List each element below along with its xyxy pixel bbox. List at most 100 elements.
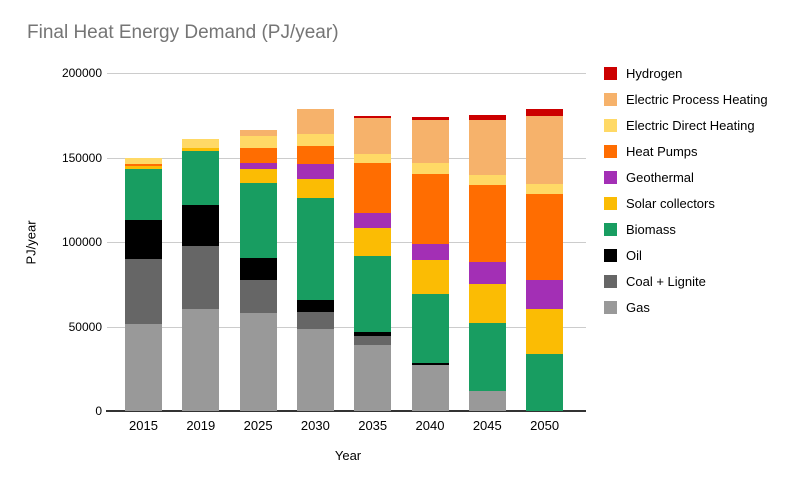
bar-segment-solar-collectors-2019 bbox=[182, 148, 220, 151]
bar-segment-electric-process-heating-2045 bbox=[468, 120, 506, 176]
bar-segment-biomass-2050 bbox=[526, 353, 564, 411]
bar-2030 bbox=[296, 109, 334, 411]
legend-label-coal-lignite: Coal + Lignite bbox=[626, 273, 706, 289]
bar-segment-oil-2035 bbox=[354, 331, 392, 336]
legend-label-solar-collectors: Solar collectors bbox=[626, 195, 715, 211]
legend-swatch-hydrogen bbox=[604, 66, 617, 80]
bar-segment-electric-direct-heating-2030 bbox=[296, 133, 334, 146]
bar-segment-biomass-2030 bbox=[296, 198, 334, 301]
bar-segment-heat-pumps-2035 bbox=[354, 163, 392, 214]
x-tick-label-2040: 2040 bbox=[415, 418, 445, 433]
bar-segment-biomass-2025 bbox=[239, 182, 277, 259]
legend-label-biomass: Biomass bbox=[626, 221, 676, 237]
bar-segment-coal-lignite-2015 bbox=[125, 258, 162, 324]
bar-segment-oil-2030 bbox=[296, 300, 334, 313]
legend-item-electric-process-heating: Electric Process Heating bbox=[604, 86, 768, 112]
bar-segment-hydrogen-2050 bbox=[526, 108, 564, 117]
bar-segment-solar-collectors-2040 bbox=[411, 259, 449, 294]
legend-label-geothermal: Geothermal bbox=[626, 169, 694, 185]
y-gridline-50000 bbox=[107, 326, 586, 328]
y-tick-label-0: 0 bbox=[95, 404, 102, 418]
bar-segment-biomass-2040 bbox=[411, 293, 449, 363]
bar-segment-geothermal-2050 bbox=[526, 280, 564, 309]
y-tick-label-150000: 150000 bbox=[61, 150, 102, 165]
legend-swatch-gas bbox=[604, 300, 617, 314]
bar-segment-oil-2025 bbox=[239, 258, 277, 281]
legend-item-biomass: Biomass bbox=[604, 216, 768, 242]
bar-segment-solar-collectors-2035 bbox=[354, 227, 392, 257]
bar-segment-coal-lignite-2025 bbox=[239, 280, 277, 313]
x-tick-label-2050: 2050 bbox=[530, 418, 560, 433]
bar-segment-electric-direct-heating-2050 bbox=[526, 183, 564, 194]
legend-label-oil: Oil bbox=[626, 247, 642, 263]
legend-label-hydrogen: Hydrogen bbox=[626, 65, 683, 81]
plot-area: 0 50000 100000 150000 200000 2015 2019 2025 2030… bbox=[62, 66, 586, 433]
bar-segment-heat-pumps-2025 bbox=[239, 148, 277, 164]
bar-segment-hydrogen-2045 bbox=[468, 115, 506, 121]
bar-segment-gas-2025 bbox=[239, 312, 277, 411]
bar-segment-electric-direct-heating-2035 bbox=[354, 154, 392, 164]
legend-swatch-electric-direct-heating bbox=[604, 118, 617, 132]
bar-segment-electric-process-heating-2035 bbox=[354, 117, 392, 155]
legend-item-solar-collectors: Solar collectors bbox=[604, 190, 768, 216]
bar-segment-oil-2019 bbox=[182, 204, 220, 247]
x-tick-label-2045: 2045 bbox=[472, 418, 502, 433]
legend-item-gas: Gas bbox=[604, 294, 768, 320]
bar-2015 bbox=[125, 158, 162, 411]
bar-segment-gas-2015 bbox=[125, 323, 162, 411]
bar-segment-geothermal-2025 bbox=[239, 163, 277, 170]
bar-segment-geothermal-2045 bbox=[468, 262, 506, 285]
bar-segment-electric-process-heating-2050 bbox=[526, 116, 564, 184]
legend-item-coal-lignite: Coal + Lignite bbox=[604, 268, 768, 294]
bar-segment-biomass-2035 bbox=[354, 256, 392, 332]
y-tick-label-50000: 50000 bbox=[68, 319, 102, 334]
bar-segment-electric-process-heating-2040 bbox=[411, 119, 449, 164]
legend-swatch-electric-process-heating bbox=[604, 92, 617, 106]
bar-segment-hydrogen-2040 bbox=[411, 116, 449, 120]
bar-segment-geothermal-2040 bbox=[411, 243, 449, 260]
bar-segment-electric-direct-heating-2025 bbox=[239, 136, 277, 149]
bar-segment-gas-2030 bbox=[296, 329, 334, 411]
legend-item-electric-direct-heating: Electric Direct Heating bbox=[604, 112, 768, 138]
legend-swatch-heat-pumps bbox=[604, 144, 617, 158]
chart-title: Final Heat Energy Demand (PJ/year) bbox=[27, 22, 339, 43]
y-axis-title: PJ/year bbox=[23, 220, 39, 265]
x-tick-label-2019: 2019 bbox=[186, 418, 216, 433]
bar-segment-biomass-2019 bbox=[182, 150, 220, 205]
legend-item-heat-pumps: Heat Pumps bbox=[604, 138, 768, 164]
bar-segment-electric-direct-heating-2015 bbox=[125, 158, 162, 165]
bar-segment-biomass-2015 bbox=[125, 168, 162, 221]
bar-2019 bbox=[182, 138, 220, 411]
bar-segment-gas-2035 bbox=[354, 345, 392, 411]
x-axis-title: Year bbox=[334, 448, 362, 463]
y-gridline-200000 bbox=[107, 73, 586, 74]
y-gridline-100000 bbox=[107, 242, 586, 243]
legend-item-geothermal: Geothermal bbox=[604, 164, 768, 190]
legend: Hydrogen Electric Process Heating Electric… bbox=[604, 60, 768, 320]
bar-segment-coal-lignite-2019 bbox=[182, 246, 220, 309]
bar-segment-electric-direct-heating-2045 bbox=[468, 175, 506, 186]
legend-item-oil: Oil bbox=[604, 242, 768, 268]
bar-segment-solar-collectors-2045 bbox=[468, 284, 506, 324]
y-tick-label-100000: 100000 bbox=[61, 235, 102, 249]
bar-segment-gas-2045 bbox=[468, 390, 506, 411]
x-axis-line bbox=[106, 410, 586, 412]
legend-swatch-geothermal bbox=[604, 170, 617, 184]
bar-segment-heat-pumps-2030 bbox=[296, 145, 334, 165]
bar-segment-geothermal-2030 bbox=[296, 164, 334, 179]
bar-segment-heat-pumps-2040 bbox=[411, 174, 449, 244]
bar-segment-coal-lignite-2035 bbox=[354, 335, 392, 346]
bar-2045 bbox=[468, 115, 506, 411]
bar-segment-gas-2040 bbox=[411, 365, 449, 411]
y-tick-label-200000: 200000 bbox=[61, 66, 102, 80]
bar-segment-biomass-2045 bbox=[468, 323, 506, 391]
y-gridline-150000 bbox=[107, 157, 586, 159]
bar-segment-solar-collectors-2015 bbox=[125, 165, 162, 169]
bar-segment-geothermal-2035 bbox=[354, 213, 392, 228]
bar-segment-heat-pumps-2015 bbox=[125, 164, 162, 166]
bar-segment-gas-2019 bbox=[182, 308, 220, 411]
legend-label-gas: Gas bbox=[626, 299, 650, 315]
bar-segment-electric-direct-heating-2040 bbox=[411, 163, 449, 175]
legend-item-hydrogen: Hydrogen bbox=[604, 60, 768, 86]
bar-segment-hydrogen-2035 bbox=[354, 116, 392, 118]
